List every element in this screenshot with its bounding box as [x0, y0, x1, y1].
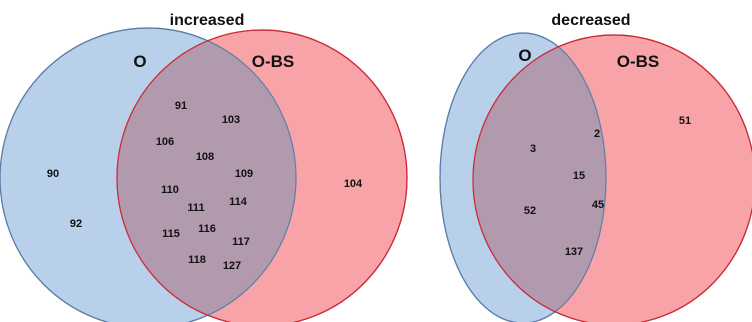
both-item: 15: [573, 170, 585, 182]
set-a-label: O: [518, 46, 531, 65]
both-item: 117: [232, 236, 250, 248]
only-a-item: 90: [47, 168, 59, 180]
only-b-item: 51: [679, 115, 691, 127]
both-item: 109: [235, 168, 253, 180]
both-item: 103: [222, 114, 240, 126]
both-item: 111: [187, 202, 204, 214]
overlap-region: [117, 30, 296, 322]
both-item: 2: [594, 128, 600, 140]
both-item: 127: [223, 260, 241, 272]
diagram-title: increased: [170, 12, 245, 29]
both-item: 45: [592, 199, 604, 211]
venn-increased: increased O O-BS 90 92 91 103 106 108 10…: [0, 12, 408, 322]
both-item: 118: [188, 254, 206, 266]
both-item: 137: [565, 246, 583, 258]
both-item: 110: [161, 184, 179, 196]
overlap-region: [473, 35, 606, 322]
both-item: 3: [530, 143, 536, 155]
both-item: 52: [524, 205, 536, 217]
set-b-label: O-BS: [617, 52, 660, 71]
set-b-label: O-BS: [252, 52, 295, 71]
both-item: 114: [229, 196, 248, 208]
both-item: 91: [175, 100, 187, 112]
both-item: 106: [156, 136, 174, 148]
only-a-item: 92: [70, 218, 82, 230]
set-a-label: O: [133, 52, 146, 71]
both-item: 116: [198, 223, 216, 235]
only-b-item: 104: [344, 178, 363, 190]
both-item: 108: [196, 151, 214, 163]
diagram-title: decreased: [551, 12, 630, 29]
venn-decreased: decreased O O-BS 2 3 15 45 52 137 51: [439, 12, 752, 322]
both-item: 115: [162, 228, 180, 240]
